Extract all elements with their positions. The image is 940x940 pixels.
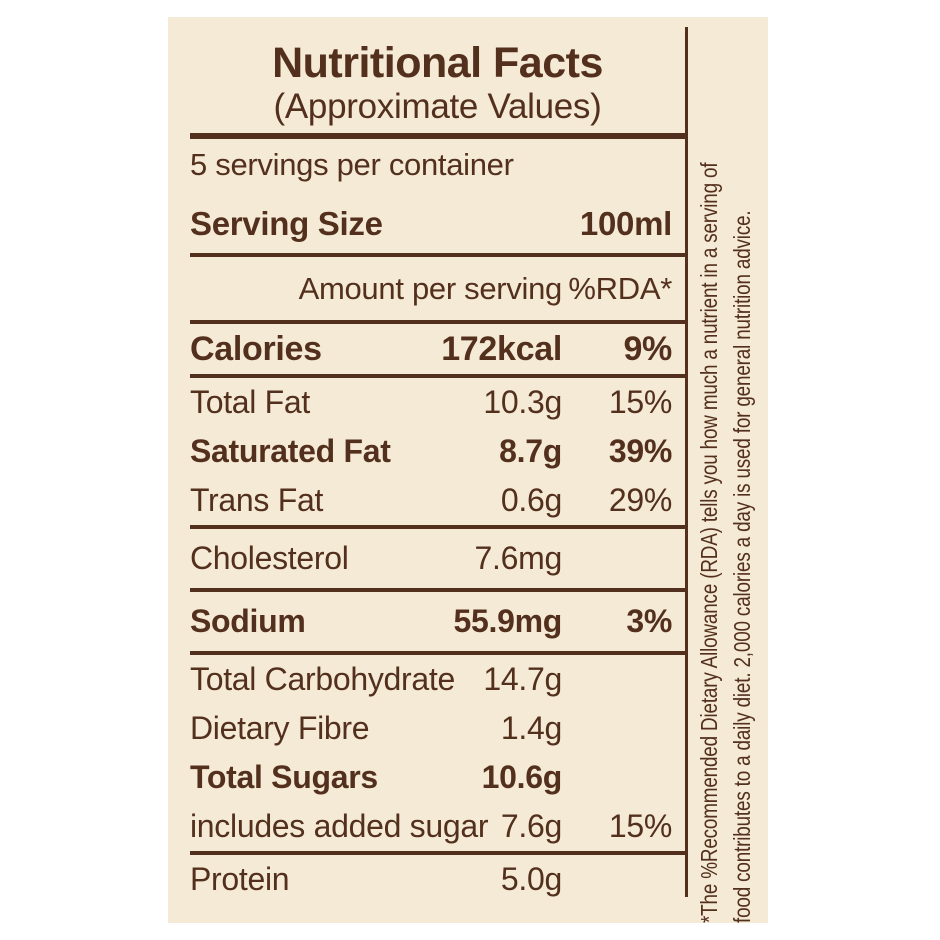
nutrient-name: Saturated Fat bbox=[190, 433, 391, 469]
row-saturated-fat: Saturated Fat 8.7g 39% bbox=[190, 427, 685, 476]
divider-title bbox=[190, 133, 685, 139]
divider-carbohydrate bbox=[190, 851, 685, 855]
divider-cholesterol bbox=[190, 588, 685, 592]
serving-size-label: Serving Size bbox=[190, 205, 383, 242]
row-added-sugar: includes added sugar 7.6g 15% bbox=[190, 802, 685, 851]
row-sodium: Sodium 55.9mg 3% bbox=[190, 592, 685, 651]
column-header-row: Amount per serving %RDA* bbox=[190, 257, 685, 320]
nutrient-name: Total Carbohydrate bbox=[190, 661, 455, 697]
divider-sodium bbox=[190, 651, 685, 655]
serving-size-value: 100ml bbox=[579, 205, 672, 242]
nutrient-rda: 9% bbox=[623, 330, 672, 368]
nutrition-table: Nutritional Facts (Approximate Values) 5… bbox=[190, 17, 685, 904]
column-amount-header: Amount per serving bbox=[298, 271, 563, 306]
row-calories: Calories 172kcal 9% bbox=[190, 324, 685, 374]
rda-footnote-rotated-block: *The %Recommended Dietary Allowance (RDA… bbox=[693, 17, 759, 923]
label-subtitle: (Approximate Values) bbox=[273, 87, 602, 126]
nutrient-amount: 55.9mg bbox=[453, 603, 563, 639]
nutrient-name: Trans Fat bbox=[190, 482, 324, 518]
nutrient-amount: 7.6g bbox=[500, 808, 562, 844]
nutrient-amount: 8.7g bbox=[499, 433, 562, 469]
divider-fat bbox=[190, 525, 685, 529]
divider-calories bbox=[190, 374, 685, 378]
nutrient-amount: 14.7g bbox=[483, 661, 562, 697]
nutrient-name: Dietary Fibre bbox=[190, 710, 370, 746]
row-total-carbohydrate: Total Carbohydrate 14.7g bbox=[190, 655, 685, 704]
nutrient-rda: 3% bbox=[626, 603, 672, 639]
nutrient-amount: 172kcal bbox=[441, 330, 562, 368]
row-trans-fat: Trans Fat 0.6g 29% bbox=[190, 476, 685, 525]
rda-footnote: *The %Recommended Dietary Allowance (RDA… bbox=[688, 17, 768, 923]
nutrient-rda: 15% bbox=[608, 384, 672, 420]
row-dietary-fibre: Dietary Fibre 1.4g bbox=[190, 704, 685, 753]
rda-footnote-line-1: *The %Recommended Dietary Allowance (RDA… bbox=[696, 162, 722, 923]
nutrient-amount: 10.6g bbox=[481, 759, 563, 795]
nutrient-rda: 39% bbox=[608, 433, 672, 469]
divider-header bbox=[190, 320, 685, 324]
nutrient-name: Total Sugars bbox=[190, 759, 378, 795]
nutrient-amount: 1.4g bbox=[500, 710, 562, 746]
rda-footnote-line-2: food contributes to a daily diet. 2,000 … bbox=[729, 210, 755, 923]
nutrient-name: Protein bbox=[190, 861, 290, 897]
nutrient-amount: 7.6mg bbox=[474, 540, 563, 576]
nutrient-rda: 29% bbox=[608, 482, 672, 518]
row-total-sugars: Total Sugars 10.6g bbox=[190, 753, 685, 802]
nutrient-amount: 10.3g bbox=[483, 384, 562, 420]
footnote-separator-rule bbox=[685, 27, 688, 897]
row-protein: Protein 5.0g bbox=[190, 855, 685, 904]
nutrient-name: Cholesterol bbox=[190, 540, 349, 576]
label-title: Nutritional Facts bbox=[272, 39, 603, 87]
nutrient-rda: 15% bbox=[608, 808, 672, 844]
divider-serving-size bbox=[190, 253, 685, 257]
nutrient-name: includes added sugar bbox=[190, 808, 489, 844]
nutrient-amount: 0.6g bbox=[500, 482, 562, 518]
nutrient-name: Calories bbox=[190, 330, 322, 368]
row-cholesterol: Cholesterol 7.6mg bbox=[190, 529, 685, 588]
nutrient-name: Sodium bbox=[190, 603, 306, 639]
nutrient-amount: 5.0g bbox=[500, 861, 562, 897]
column-rda-header: %RDA* bbox=[568, 271, 672, 306]
nutrition-label: Nutritional Facts (Approximate Values) 5… bbox=[168, 17, 768, 923]
serving-size-row: Serving Size 100ml bbox=[190, 201, 685, 247]
row-total-fat: Total Fat 10.3g 15% bbox=[190, 378, 685, 427]
servings-per-container: 5 servings per container bbox=[190, 147, 514, 182]
nutrient-name: Total Fat bbox=[190, 384, 311, 420]
